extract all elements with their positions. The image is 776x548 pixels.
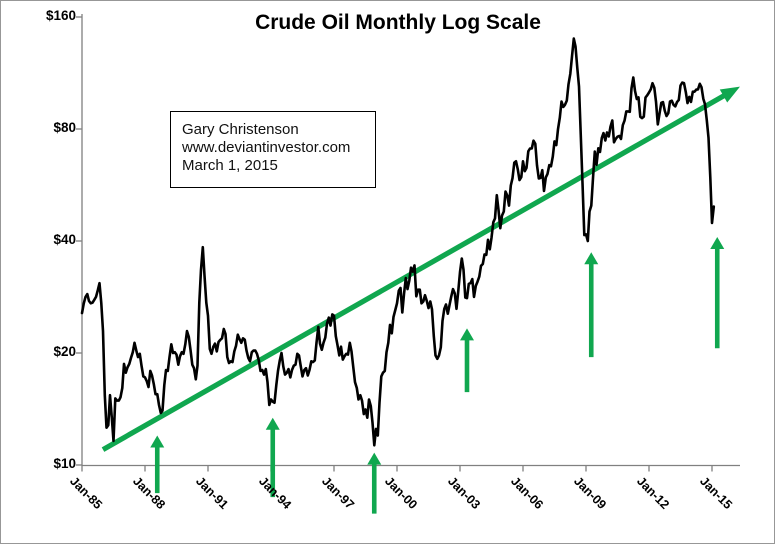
annotation-website: www.deviantinvestor.com: [182, 139, 351, 156]
event-arrowhead: [150, 435, 165, 448]
y-axis-tick-label: $40: [53, 232, 76, 247]
event-arrowhead: [710, 237, 725, 250]
y-axis-tick-label: $10: [53, 456, 76, 471]
y-axis-tick-label: $80: [53, 120, 76, 135]
event-arrowhead: [265, 417, 280, 430]
annotation-date: March 1, 2015: [182, 157, 278, 174]
chart-title: Crude Oil Monthly Log Scale: [255, 11, 541, 34]
annotation-box: Gary Christenson www.deviantinvestor.com…: [170, 111, 376, 188]
annotation-author: Gary Christenson: [182, 121, 299, 138]
price-line: [80, 37, 716, 447]
y-axis-tick-label: $160: [45, 8, 76, 23]
event-arrowhead: [460, 328, 474, 341]
y-axis-tick-label: $20: [53, 344, 76, 359]
event-arrowhead: [367, 452, 382, 465]
trend-arrowhead: [719, 86, 740, 103]
event-arrowhead: [584, 252, 599, 265]
